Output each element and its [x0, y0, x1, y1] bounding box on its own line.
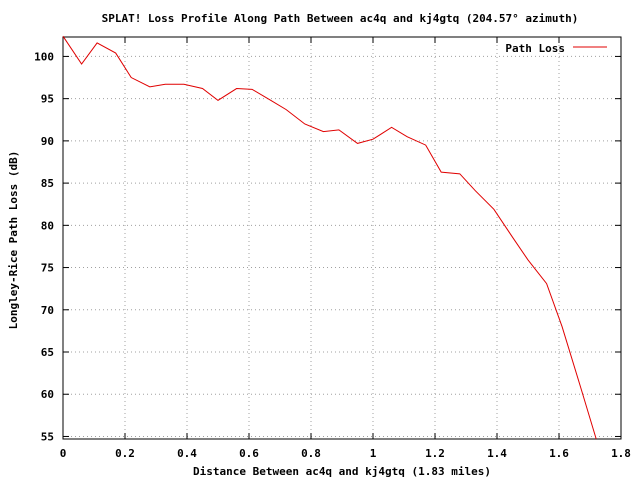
x-tick-label: 1.6 [549, 447, 569, 460]
plot-border [62, 36, 622, 440]
chart-title: SPLAT! Loss Profile Along Path Between a… [102, 12, 579, 25]
x-tick-label: 0.8 [301, 447, 321, 460]
x-tick-label: 1.8 [611, 447, 631, 460]
x-tick-label: 0 [60, 447, 67, 460]
axes-layer [62, 36, 622, 440]
x-tick-label: 1 [370, 447, 377, 460]
y-tick-label: 95 [41, 93, 54, 106]
series-line-path-loss [62, 35, 597, 440]
y-tick-label: 100 [34, 50, 54, 63]
x-tick-label: 0.2 [115, 447, 135, 460]
x-tick-label: 0.6 [239, 447, 259, 460]
y-tick-label: 65 [41, 346, 54, 359]
x-tick-label: 1.4 [487, 447, 507, 460]
x-tick-label: 0.4 [177, 447, 197, 460]
y-tick-label: 80 [41, 219, 54, 232]
y-tick-label: 85 [41, 177, 54, 190]
y-tick-label: 55 [41, 430, 54, 443]
y-axis-label: Longley-Rice Path Loss (dB) [7, 151, 20, 330]
grid-layer [63, 37, 621, 439]
y-tick-label: 90 [41, 135, 54, 148]
y-tick-label: 70 [41, 304, 54, 317]
series-layer [62, 35, 597, 440]
legend-label: Path Loss [505, 42, 565, 55]
y-tick-label: 60 [41, 388, 54, 401]
legend: Path Loss [505, 42, 607, 55]
labels-layer: 0 0.2 0.4 0.6 0.8 1 1.2 1.4 1.6 1.8 55 60 65 70 75 80 85… [34, 50, 631, 460]
y-tick-label: 75 [41, 262, 54, 275]
x-axis-label: Distance Between ac4q and kj4gtq (1.83 m… [193, 465, 491, 478]
x-tick-label: 1.2 [425, 447, 445, 460]
